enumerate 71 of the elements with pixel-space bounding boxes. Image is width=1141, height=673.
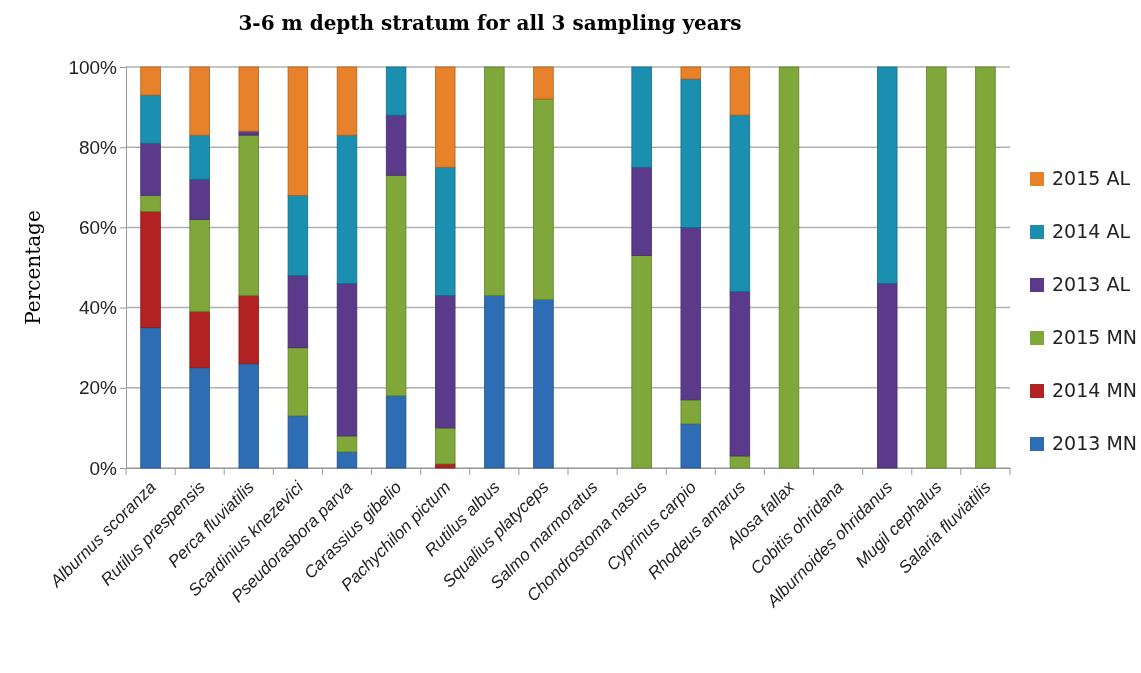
y-tick-label: 0% <box>89 457 118 479</box>
bar <box>778 66 800 469</box>
bar <box>385 114 407 176</box>
y-tick-label: 100% <box>68 56 118 78</box>
bar <box>435 295 456 429</box>
bar <box>680 66 701 80</box>
bar <box>140 194 161 212</box>
bar <box>336 66 358 136</box>
bar <box>287 415 309 469</box>
bar <box>140 327 161 469</box>
bar <box>287 275 309 349</box>
bar <box>238 295 259 365</box>
bar <box>336 134 358 284</box>
bar <box>729 66 751 116</box>
bar <box>189 311 210 369</box>
bar <box>385 174 407 397</box>
bar <box>435 427 456 465</box>
bar <box>140 210 161 329</box>
bar <box>631 66 652 168</box>
bar <box>435 166 456 296</box>
bar <box>287 194 309 276</box>
bar <box>336 451 358 469</box>
bar <box>926 66 947 469</box>
y-tick-label: 40% <box>78 297 118 319</box>
bar <box>287 66 309 196</box>
bar <box>877 283 898 469</box>
bar <box>729 114 751 292</box>
bar <box>140 66 161 96</box>
bar <box>336 283 358 437</box>
bar <box>140 94 161 144</box>
bar <box>385 66 407 116</box>
bar <box>877 66 898 284</box>
bar <box>680 399 701 425</box>
bar <box>533 98 554 300</box>
legend-label: 2015 AL <box>1052 167 1131 189</box>
legend-label: 2015 MN <box>1052 326 1137 348</box>
chart-title: 3-6 m depth stratum for all 3 sampling years <box>238 11 742 35</box>
bar <box>189 178 210 220</box>
bar <box>189 134 210 180</box>
bar <box>680 423 701 469</box>
bar <box>680 78 701 228</box>
bar <box>975 66 996 469</box>
legend-label: 2014 AL <box>1052 220 1131 242</box>
bar <box>435 66 456 168</box>
y-tick-label: 20% <box>78 377 118 399</box>
bar <box>385 395 407 469</box>
bar <box>238 134 259 296</box>
bar <box>729 455 751 469</box>
bar <box>238 363 259 469</box>
bar <box>287 347 309 417</box>
bar <box>533 299 554 469</box>
bar <box>484 66 505 296</box>
y-tick-label: 60% <box>78 216 118 238</box>
bar <box>189 218 210 313</box>
bar <box>189 66 210 136</box>
bar <box>631 255 652 469</box>
legend-label: 2013 AL <box>1052 273 1131 295</box>
bar <box>435 463 456 469</box>
y-axis-title: Percentage <box>21 210 45 325</box>
bar <box>484 295 505 469</box>
legend-label: 2013 MN <box>1052 432 1137 454</box>
y-tick-label: 80% <box>78 136 118 158</box>
bar <box>680 227 701 401</box>
bar <box>533 66 554 100</box>
bar <box>189 367 210 469</box>
bar <box>336 435 358 453</box>
legend-label: 2014 MN <box>1052 379 1137 401</box>
bar <box>631 166 652 256</box>
bar <box>140 142 161 196</box>
bar <box>238 66 259 132</box>
bar <box>729 291 751 457</box>
